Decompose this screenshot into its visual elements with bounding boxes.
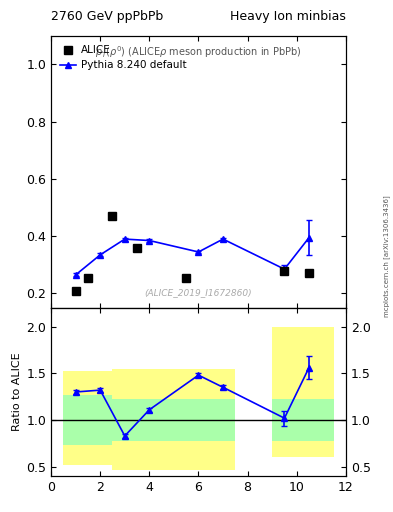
Text: 2760 GeV ppPbPb: 2760 GeV ppPbPb (51, 10, 163, 23)
Text: (ALICE_2019_I1672860): (ALICE_2019_I1672860) (145, 288, 252, 297)
Bar (112, 399, 235, 441)
Y-axis label: Ratio to ALICE: Ratio to ALICE (12, 353, 22, 431)
Bar (112, 369, 235, 470)
Text: Heavy Ion minbias: Heavy Ion minbias (230, 10, 346, 23)
Bar (63, 395, 112, 445)
Text: mcplots.cern.ch [arXiv:1306.3436]: mcplots.cern.ch [arXiv:1306.3436] (384, 195, 391, 317)
Bar (272, 327, 334, 457)
Legend: ALICE, Pythia 8.240 default: ALICE, Pythia 8.240 default (56, 41, 191, 75)
Bar (63, 371, 112, 465)
Bar (272, 399, 334, 441)
Text: $p_T(\rho^0)$ (ALICE$\rho$ meson production in PbPb): $p_T(\rho^0)$ (ALICE$\rho$ meson product… (95, 44, 301, 60)
